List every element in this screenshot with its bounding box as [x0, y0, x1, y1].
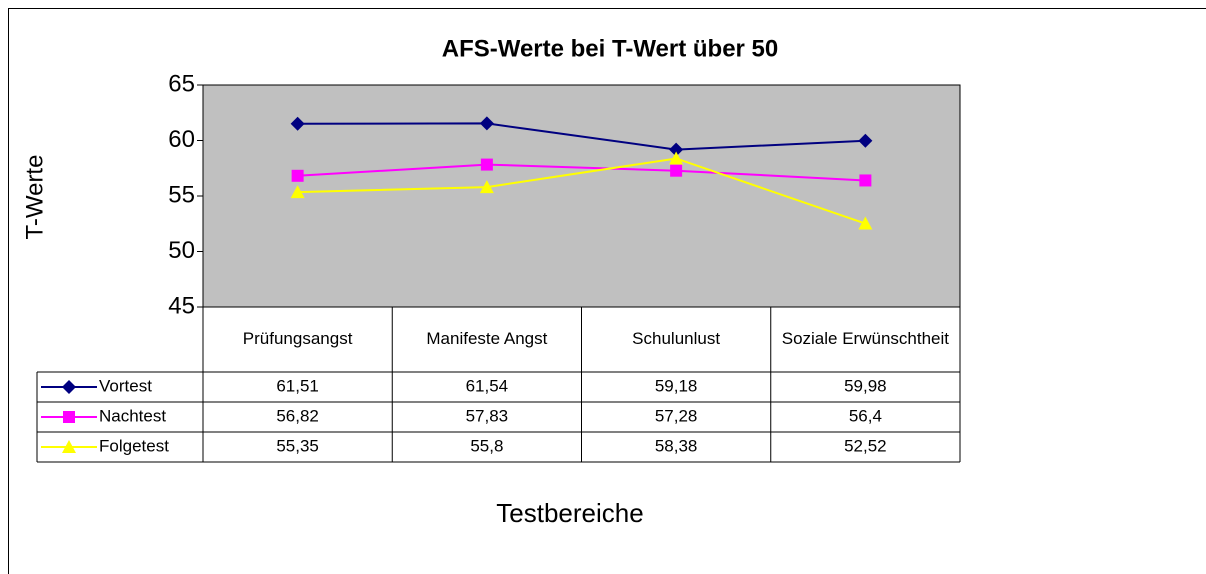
data-point [291, 169, 304, 182]
chart-title: AFS-Werte bei T-Wert über 50 [442, 35, 779, 62]
series-line [297, 163, 866, 182]
legend-key-marker [62, 440, 76, 453]
table-value: 55,8 [470, 436, 503, 455]
table-value: 59,18 [655, 376, 698, 395]
data-point [858, 216, 873, 230]
table-value: 58,38 [655, 436, 698, 455]
y-tick-label: 60 [168, 126, 195, 153]
table-value: 57,83 [466, 406, 509, 425]
y-tick-label: 65 [168, 70, 195, 97]
category-label: Soziale Erwünschtheit [782, 329, 950, 348]
series-line [297, 157, 866, 225]
legend-label: Nachtest [99, 406, 166, 425]
table-value: 61,54 [466, 376, 509, 395]
data-point [858, 133, 873, 148]
data-point [290, 185, 305, 199]
category-label: Manifeste Angst [426, 329, 547, 348]
table-value: 52,52 [844, 436, 887, 455]
data-point [290, 116, 305, 131]
data-point [480, 158, 493, 171]
series-line [297, 122, 866, 151]
y-axis-label: T-Werte [21, 155, 48, 240]
table-value: 55,35 [276, 436, 319, 455]
category-label: Schulunlust [632, 329, 720, 348]
data-point [859, 174, 872, 187]
legend-label: Vortest [99, 376, 152, 395]
data-point [669, 142, 684, 157]
legend-key-marker [62, 380, 76, 394]
plot-area [202, 84, 961, 308]
data-point [670, 164, 683, 177]
x-axis-label: Testbereiche [496, 498, 643, 528]
table-value: 57,28 [655, 406, 698, 425]
table-value: 56,82 [276, 406, 319, 425]
y-tick-label: 55 [168, 181, 195, 208]
legend-key-marker [63, 411, 75, 423]
table-value: 56,4 [849, 406, 882, 425]
y-tick-label: 45 [168, 292, 195, 319]
y-tick-label: 50 [168, 237, 195, 264]
category-label: Prüfungsangst [243, 329, 353, 348]
data-point [479, 180, 494, 194]
data-point [669, 151, 684, 165]
data-point [479, 116, 494, 131]
legend-label: Folgetest [99, 436, 169, 455]
table-value: 59,98 [844, 376, 887, 395]
table-value: 61,51 [276, 376, 319, 395]
